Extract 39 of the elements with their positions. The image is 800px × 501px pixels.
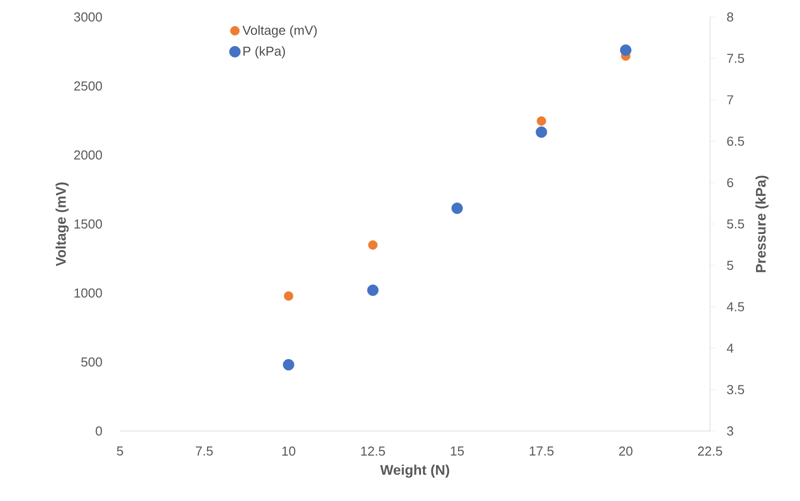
y2-tick-label: 7.5 [727, 54, 744, 63]
y-tick-label: 1500 [74, 219, 102, 229]
point [368, 240, 378, 250]
y2-tick-label: 3.5 [727, 384, 744, 394]
y2-tick-label: 6.5 [727, 136, 744, 146]
y2-tick-label: 7 [727, 95, 734, 104]
y-tick-label: 500 [81, 357, 102, 367]
point [536, 126, 548, 138]
y2-axis-title: Pressure (kPa) [755, 176, 769, 272]
y2-tick-label: 4 [726, 344, 734, 353]
x-tick-label: 20 [619, 446, 632, 456]
x-tick-label: 15 [450, 446, 464, 456]
point [282, 359, 294, 370]
y-tick-label: 1000 [74, 288, 102, 298]
y-tick-label: 0 [96, 426, 102, 436]
x-tick-label: 5 [116, 446, 124, 456]
y-tick-label: 2000 [74, 150, 102, 160]
point [620, 44, 632, 56]
legend-label: Voltage (mV) [242, 25, 317, 38]
point [536, 116, 546, 126]
x-tick-label: 12.5 [361, 446, 385, 456]
x-tick-label: 7.5 [196, 446, 213, 456]
point [367, 284, 379, 296]
y2-tick-label: 4.5 [726, 302, 744, 312]
y2-tick-label: 5 [727, 260, 734, 270]
x-axis-title: Weight (N) [380, 464, 450, 478]
y2-tick-label: 3 [727, 426, 734, 436]
point [451, 202, 463, 214]
point [284, 291, 294, 301]
y-tick-label: 2500 [74, 81, 102, 91]
y-tick-label: 3000 [74, 12, 102, 22]
x-tick-label: 22.5 [698, 446, 722, 456]
y2-tick-label: 5.5 [727, 219, 744, 229]
y-axis-title: Voltage (mV) [56, 182, 69, 266]
x-tick-label: 17.5 [530, 446, 554, 456]
y2-tick-label: 8 [727, 12, 734, 22]
legend-label: P (kPa) [243, 46, 285, 58]
y2-tick-label: 6 [727, 178, 734, 188]
x-tick-label: 10 [282, 446, 296, 456]
